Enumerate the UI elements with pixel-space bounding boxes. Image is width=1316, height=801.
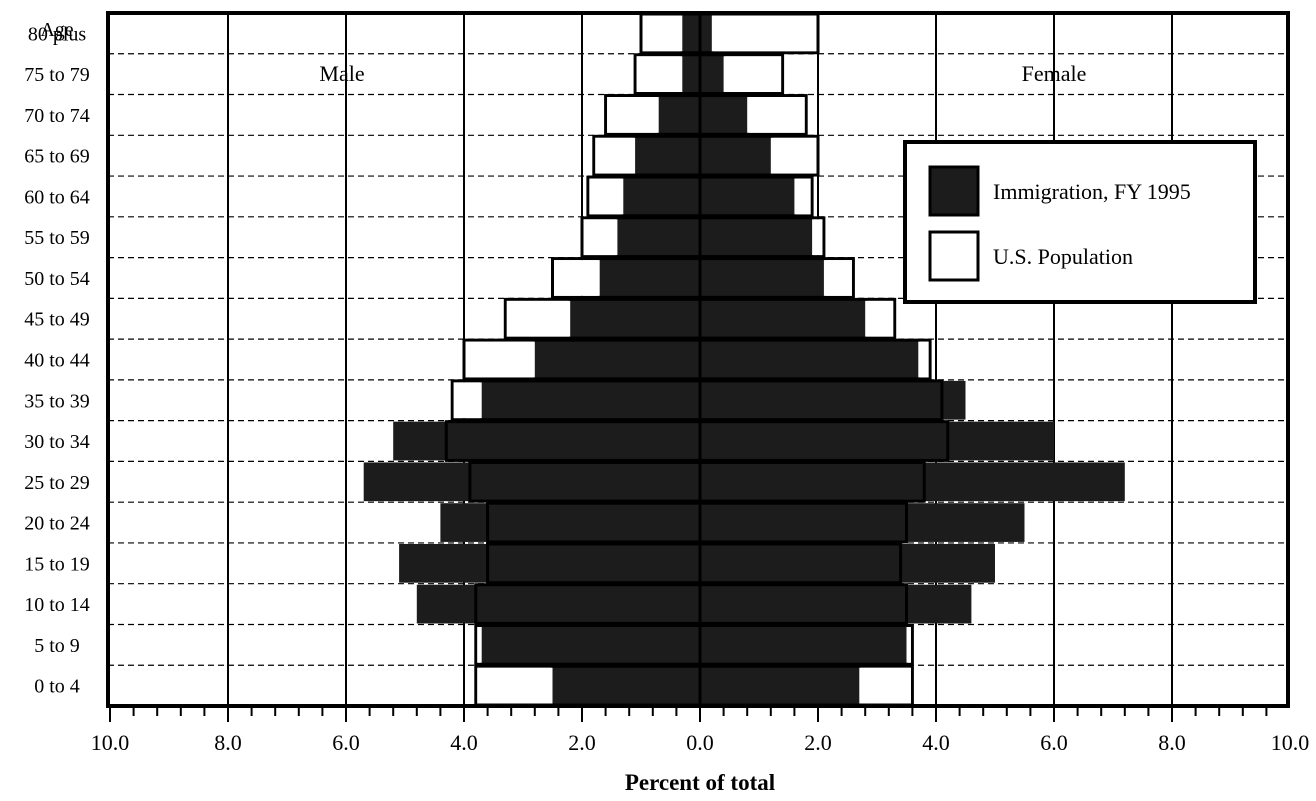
bar-immigration — [481, 380, 966, 420]
bar-us-population-male-fill — [465, 341, 534, 378]
x-tick-label: 10.0 — [1271, 730, 1310, 755]
bar-immigration — [552, 666, 860, 705]
bar-immigration — [534, 340, 919, 379]
bar-us-population-male-fill — [583, 219, 616, 256]
legend-swatch-us-population — [928, 230, 980, 282]
plot-frame-group — [106, 11, 1290, 722]
bar-us-population-female-fill — [725, 56, 782, 93]
bar-immigration — [570, 299, 866, 339]
bar-immigration — [682, 54, 724, 94]
x-tick-label: 10.0 — [91, 730, 130, 755]
bar-immigration — [399, 543, 996, 583]
x-tick-label: 2.0 — [804, 730, 832, 755]
bar-us-population-female-fill — [908, 626, 911, 663]
bar-us-population-female — [698, 542, 903, 585]
bar-us-population-female — [698, 501, 908, 544]
bar-us-population-female-fill — [795, 178, 811, 215]
bar-us-population-female — [698, 257, 855, 299]
bar-immigration — [617, 217, 813, 257]
bar-us-population-male-fill — [636, 56, 681, 93]
bar-us-population-female-fill — [860, 667, 911, 704]
female-side-label: Female — [1022, 61, 1087, 86]
bar-us-population-female — [698, 460, 926, 503]
bar-us-population-female — [698, 379, 944, 422]
age-label: 15 to 19 — [24, 553, 90, 575]
bar-us-population-female — [698, 297, 897, 340]
bar-immigration — [635, 136, 771, 176]
bar-immigration — [416, 584, 972, 624]
x-axis-title: Percent of total — [625, 770, 775, 795]
bar-us-population-male-fill — [477, 667, 551, 704]
age-label: 55 to 59 — [24, 227, 90, 249]
bar-us-population-female-fill — [713, 15, 817, 52]
x-tick-label: 4.0 — [450, 730, 478, 755]
age-label: 50 to 54 — [24, 268, 90, 290]
bar-us-population-female — [698, 420, 950, 462]
age-label: 0 to 4 — [34, 676, 80, 698]
bar-us-population-female — [698, 338, 932, 381]
bar-us-population-male-fill — [642, 15, 681, 52]
x-tick-label: 6.0 — [332, 730, 360, 755]
bar-us-population-female — [698, 583, 908, 625]
x-tick-label: 4.0 — [922, 730, 950, 755]
x-tick-label: 8.0 — [214, 730, 242, 755]
bar-us-population-male-fill — [477, 626, 481, 663]
bar-immigration — [363, 462, 1125, 502]
bar-immigration — [599, 258, 824, 298]
age-label: 25 to 29 — [24, 472, 90, 494]
bars-group — [363, 12, 1125, 707]
bar-us-population-female-fill — [748, 97, 805, 133]
bar-us-population-male-fill — [589, 178, 622, 215]
bar-us-population-male-fill — [595, 137, 634, 174]
bar-immigration — [393, 421, 1054, 461]
bar-us-population-female-fill — [825, 260, 852, 296]
bar-us-population-female — [698, 623, 914, 666]
age-label: 30 to 34 — [24, 431, 90, 453]
legend-label-us-population: U.S. Population — [993, 244, 1133, 269]
plot-frame — [106, 11, 1290, 708]
legend-label-immigration: Immigration, FY 1995 — [993, 179, 1191, 204]
legend-swatch-immigration — [928, 165, 980, 217]
bar-immigration — [481, 625, 907, 665]
x-tick-label: 8.0 — [1158, 730, 1186, 755]
bar-us-population-female — [698, 94, 808, 136]
x-tick-label: 0.0 — [686, 730, 714, 755]
bar-us-population-male-fill — [554, 260, 599, 296]
bar-us-population-female-fill — [919, 341, 929, 378]
age-label: 40 to 44 — [24, 350, 90, 372]
bar-immigration — [682, 14, 712, 53]
age-labels: 0 to 4 5 to 9 10 to 14 15 to 19 20 to 24 25 t… — [24, 23, 90, 697]
bar-us-population-female-fill — [813, 219, 823, 256]
age-label: 75 to 79 — [24, 64, 90, 86]
bar-immigration — [658, 95, 748, 135]
legend: Immigration, FY 1995 U.S. Population — [903, 140, 1257, 304]
bar-us-population-male-fill — [453, 382, 481, 419]
age-label: 70 to 74 — [24, 105, 90, 127]
bar-us-population-male-fill — [506, 300, 569, 337]
bar-us-population-female — [698, 134, 820, 177]
bar-us-population-female-fill — [772, 137, 817, 174]
bar-us-population-female-fill — [866, 300, 894, 337]
bar-us-population-female — [698, 216, 826, 259]
age-label: 35 to 39 — [24, 390, 90, 412]
age-label: 65 to 69 — [24, 146, 90, 168]
age-label: 45 to 49 — [24, 309, 90, 331]
age-label: 20 to 24 — [24, 513, 90, 535]
age-label: 60 to 64 — [24, 186, 90, 208]
bar-us-population-female — [698, 175, 814, 218]
x-tick-label: 6.0 — [1040, 730, 1068, 755]
age-label: 5 to 9 — [34, 635, 80, 657]
bar-us-population-male-fill — [607, 97, 658, 133]
x-tick-labels: 10.0 8.0 6.0 4.0 2.0 0.0 2.0 4.0 6.0 8.0 10.0 — [91, 730, 1310, 755]
bar-us-population-female — [698, 53, 785, 96]
bar-immigration — [440, 503, 1025, 542]
bar-immigration — [623, 177, 795, 216]
x-tick-label: 2.0 — [568, 730, 596, 755]
male-side-label: Male — [319, 61, 364, 86]
age-label: 10 to 14 — [24, 594, 90, 616]
age-label: 80 plus — [28, 23, 87, 45]
y-axis-title: Age — [40, 19, 73, 41]
